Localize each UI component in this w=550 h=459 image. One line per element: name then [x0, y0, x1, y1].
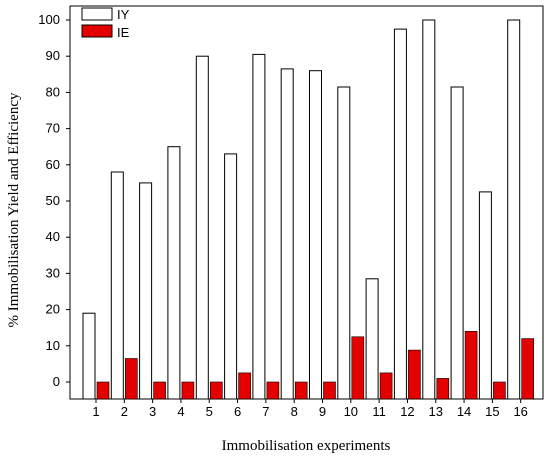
x-tick-label-4: 4: [177, 404, 184, 419]
bar-ie-9: [323, 381, 336, 400]
y-tick-label-90: 90: [46, 48, 60, 63]
bar-iy-1: [82, 312, 96, 400]
bar-ie-4: [181, 381, 195, 400]
bar-ie-2: [125, 358, 138, 400]
bar-ie-6: [238, 372, 251, 400]
bar-iy-2: [110, 171, 124, 400]
x-tick-label-6: 6: [234, 404, 241, 419]
bar-ie-14: [464, 330, 478, 400]
y-tick-label-0: 0: [53, 374, 60, 389]
bar-iy-5: [195, 55, 209, 400]
legend-swatch-iy: [81, 7, 113, 21]
y-axis-label: % Immobilisation Yield and Efficiency: [6, 92, 22, 327]
legend: IY IE: [81, 7, 130, 40]
x-tick-label-3: 3: [149, 404, 156, 419]
bar-iy-14: [450, 86, 464, 400]
x-tick-label-2: 2: [121, 404, 128, 419]
x-tick-label-16: 16: [513, 404, 527, 419]
x-tick-label-5: 5: [206, 404, 213, 419]
legend-swatch-ie: [81, 24, 113, 38]
bar-ie-7: [266, 381, 280, 400]
bar-ie-12: [408, 349, 421, 400]
x-tick-label-9: 9: [319, 404, 326, 419]
y-axis-ticks: 0 10 20 30 40 50 60 70 80 90 100: [38, 12, 70, 389]
x-tick-label-12: 12: [400, 404, 414, 419]
bar-ie-15: [493, 381, 506, 400]
bar-iy-12: [393, 28, 407, 400]
bar-iy-6: [224, 153, 238, 400]
bar-ie-3: [153, 381, 166, 400]
y-tick-label-80: 80: [46, 84, 60, 99]
x-axis-label: Immobilisation experiments: [222, 438, 391, 454]
bar-ie-1: [96, 381, 110, 400]
x-axis-ticks: 1 2 3 4 5 6 7 8 9 10 11 12 13 14 15 16: [92, 399, 528, 419]
bar-iy-16: [507, 19, 521, 400]
y-tick-label-100: 100: [38, 12, 60, 27]
bar-iy-7: [252, 53, 266, 400]
bar-iy-9: [309, 70, 322, 400]
bar-ie-16: [521, 338, 535, 400]
y-tick-label-70: 70: [46, 121, 60, 136]
y-tick-label-10: 10: [46, 338, 60, 353]
x-tick-label-13: 13: [429, 404, 443, 419]
x-tick-label-14: 14: [457, 404, 471, 419]
y-tick-label-40: 40: [46, 229, 60, 244]
x-tick-label-7: 7: [262, 404, 269, 419]
bar-ie-5: [210, 381, 223, 400]
y-tick-label-30: 30: [46, 265, 60, 280]
bar-iy-13: [422, 19, 436, 400]
bar-iy-4: [167, 146, 181, 400]
legend-label-ie: IE: [117, 25, 130, 40]
y-tick-label-20: 20: [46, 302, 60, 317]
x-tick-label-8: 8: [291, 404, 298, 419]
bar-iy-11: [365, 278, 379, 400]
bar-ie-11: [379, 372, 393, 400]
bar-ie-8: [294, 381, 308, 400]
x-tick-label-15: 15: [485, 404, 499, 419]
bar-ie-13: [436, 378, 450, 400]
bar-iy-15: [478, 191, 492, 400]
y-tick-label-50: 50: [46, 193, 60, 208]
y-tick-label-60: 60: [46, 157, 60, 172]
bar-iy-8: [280, 68, 294, 400]
bars-group: [82, 19, 535, 400]
x-tick-label-10: 10: [344, 404, 358, 419]
bar-ie-10: [351, 336, 365, 400]
bar-iy-10: [337, 86, 351, 400]
x-tick-label-11: 11: [372, 404, 386, 419]
x-tick-label-1: 1: [92, 404, 99, 419]
legend-label-iy: IY: [117, 7, 130, 22]
bar-iy-3: [139, 182, 153, 400]
